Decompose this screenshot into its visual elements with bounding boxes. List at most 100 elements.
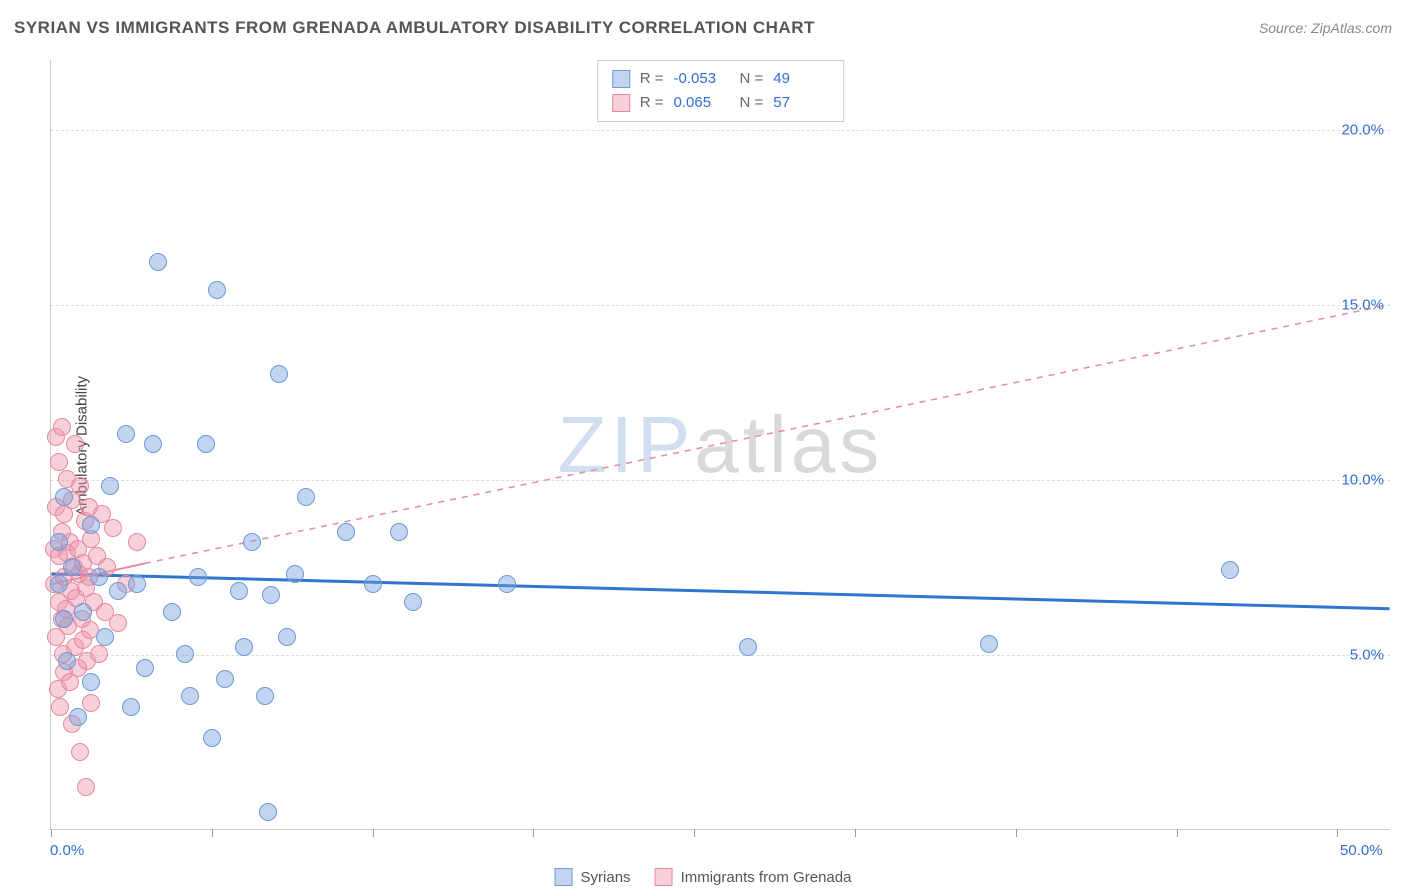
stats-legend: R = -0.053 N = 49 R = 0.065 N = 57: [597, 60, 845, 122]
grenada-point: [66, 435, 84, 453]
grenada-point: [104, 519, 122, 537]
syrians-point: [404, 593, 422, 611]
syrians-point: [82, 516, 100, 534]
syrians-point: [1221, 561, 1239, 579]
syrians-point: [96, 628, 114, 646]
syrians-point: [390, 523, 408, 541]
syrians-point: [90, 568, 108, 586]
grenada-point: [71, 743, 89, 761]
r-label: R =: [640, 91, 664, 115]
x-tick: [51, 829, 52, 837]
gridline: [51, 130, 1390, 131]
syrians-point: [101, 477, 119, 495]
legend-swatch: [612, 70, 630, 88]
syrians-point: [58, 652, 76, 670]
x-tick: [1337, 829, 1338, 837]
syrians-point: [109, 582, 127, 600]
grenada-point: [90, 645, 108, 663]
y-tick-label: 10.0%: [1341, 472, 1384, 489]
n-value: 57: [773, 91, 829, 115]
syrians-point: [498, 575, 516, 593]
syrians-point: [208, 281, 226, 299]
syrians-point: [117, 425, 135, 443]
n-label: N =: [740, 67, 764, 91]
syrians-point: [149, 253, 167, 271]
syrians-point: [278, 628, 296, 646]
syrians-point: [69, 708, 87, 726]
syrians-point: [122, 698, 140, 716]
legend-label: Immigrants from Grenada: [681, 869, 852, 886]
grenada-point: [50, 453, 68, 471]
x-tick: [533, 829, 534, 837]
source-label: Source: ZipAtlas.com: [1259, 20, 1392, 36]
watermark: ZIPatlas: [558, 399, 883, 491]
x-tick: [1016, 829, 1017, 837]
gridline: [51, 655, 1390, 656]
stats-row: R = 0.065 N = 57: [612, 91, 830, 115]
r-label: R =: [640, 67, 664, 91]
gridline: [51, 305, 1390, 306]
legend-swatch: [555, 868, 573, 886]
x-tick: [1177, 829, 1178, 837]
syrians-point: [136, 659, 154, 677]
grenada-point: [109, 614, 127, 632]
syrians-point: [181, 687, 199, 705]
grenada-point: [71, 477, 89, 495]
x-axis-min-label: 0.0%: [50, 842, 84, 859]
syrians-point: [270, 365, 288, 383]
syrians-point: [256, 687, 274, 705]
x-tick: [212, 829, 213, 837]
syrians-point: [286, 565, 304, 583]
y-tick-label: 20.0%: [1341, 122, 1384, 139]
legend-swatch: [612, 94, 630, 112]
syrians-point: [259, 803, 277, 821]
grenada-point: [82, 694, 100, 712]
legend-item: Syrians: [555, 868, 631, 886]
n-label: N =: [740, 91, 764, 115]
syrians-point: [74, 603, 92, 621]
syrians-point: [50, 575, 68, 593]
syrians-point: [980, 635, 998, 653]
syrians-point: [63, 558, 81, 576]
grenada-point: [77, 778, 95, 796]
syrians-point: [297, 488, 315, 506]
syrians-point: [243, 533, 261, 551]
trend-lines: [51, 60, 1390, 829]
y-tick-label: 15.0%: [1341, 297, 1384, 314]
syrians-point: [163, 603, 181, 621]
bottom-legend: Syrians Immigrants from Grenada: [555, 868, 852, 886]
grenada-point: [53, 418, 71, 436]
stats-row: R = -0.053 N = 49: [612, 67, 830, 91]
watermark-part2: atlas: [694, 400, 883, 489]
syrians-point: [128, 575, 146, 593]
r-value: -0.053: [674, 67, 730, 91]
title-bar: SYRIAN VS IMMIGRANTS FROM GRENADA AMBULA…: [14, 18, 1392, 38]
x-axis-max-label: 50.0%: [1340, 842, 1383, 859]
syrians-point: [176, 645, 194, 663]
y-tick-label: 5.0%: [1350, 647, 1384, 664]
plot-area: ZIPatlas R = -0.053 N = 49 R = 0.065 N = 57 5.0…: [50, 60, 1390, 830]
syrians-point: [197, 435, 215, 453]
syrians-point: [216, 670, 234, 688]
watermark-part1: ZIP: [558, 400, 694, 489]
syrians-point: [364, 575, 382, 593]
syrians-point: [144, 435, 162, 453]
syrians-point: [55, 610, 73, 628]
syrians-point: [739, 638, 757, 656]
x-tick: [855, 829, 856, 837]
syrians-point: [203, 729, 221, 747]
syrians-point: [82, 673, 100, 691]
syrians-point: [337, 523, 355, 541]
n-value: 49: [773, 67, 829, 91]
syrians-point: [50, 533, 68, 551]
chart-title: SYRIAN VS IMMIGRANTS FROM GRENADA AMBULA…: [14, 18, 815, 38]
syrians-point: [262, 586, 280, 604]
syrians-point: [55, 488, 73, 506]
legend-swatch: [655, 868, 673, 886]
syrians-point: [189, 568, 207, 586]
gridline: [51, 480, 1390, 481]
r-value: 0.065: [674, 91, 730, 115]
legend-label: Syrians: [581, 869, 631, 886]
x-tick: [694, 829, 695, 837]
syrians-point: [235, 638, 253, 656]
